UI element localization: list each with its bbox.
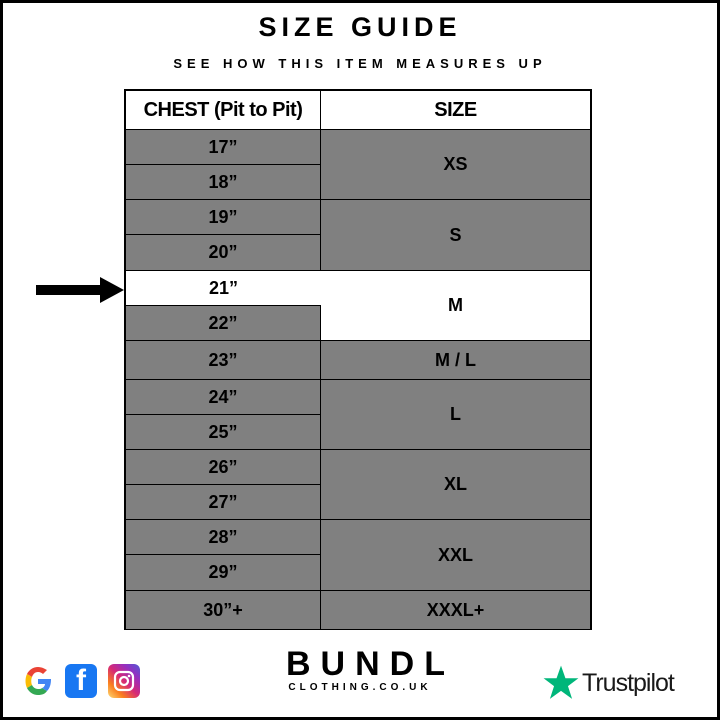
chest-cell: 19” xyxy=(126,200,321,235)
instagram-icon[interactable] xyxy=(108,664,140,698)
chest-cell: 18” xyxy=(126,165,321,200)
header-chest: CHEST (Pit to Pit) xyxy=(126,91,321,130)
brand-name: BUNDL xyxy=(286,645,455,683)
trustpilot-logo[interactable]: Trustpilot xyxy=(542,664,675,702)
size-cell: L xyxy=(321,380,590,450)
chest-cell: 24” xyxy=(126,380,321,415)
chest-cell: 26” xyxy=(126,450,321,485)
size-table: CHEST (Pit to Pit) SIZE 17” 18” 19” 20” 21” 2… xyxy=(124,89,592,630)
chest-cell: 28” xyxy=(126,520,321,555)
size-cell: S xyxy=(321,200,590,271)
chest-cell: 29” xyxy=(126,555,321,591)
chest-cell: 17” xyxy=(126,130,321,165)
chest-cell: 22” xyxy=(126,306,321,341)
page-title: SIZE GUIDE xyxy=(258,12,462,42)
star-icon xyxy=(543,665,579,699)
size-cell: XXXL+ xyxy=(321,591,590,630)
chest-cell: 30”+ xyxy=(126,591,321,630)
size-cell: XL xyxy=(321,450,590,520)
social-icons: f xyxy=(22,664,140,698)
chest-cell: 23” xyxy=(126,341,321,380)
size-cell: M / L xyxy=(321,341,590,380)
google-icon[interactable] xyxy=(22,664,54,698)
chest-cell: 21” xyxy=(126,271,321,306)
trustpilot-label: Trustpilot xyxy=(582,668,675,697)
brand-sub: CLOTHING.CO.UK xyxy=(288,682,432,693)
size-cell: XS xyxy=(321,130,590,200)
chest-cell: 20” xyxy=(126,235,321,271)
chest-cell: 25” xyxy=(126,415,321,450)
arrow-icon xyxy=(36,277,124,303)
header-size: SIZE xyxy=(321,91,590,130)
page-subtitle: SEE HOW THIS ITEM MEASURES UP xyxy=(173,56,547,71)
size-cell: XXL xyxy=(321,520,590,591)
size-cell: M xyxy=(321,271,590,341)
chest-cell: 27” xyxy=(126,485,321,520)
brand-logo: BUNDL CLOTHING.CO.UK xyxy=(278,645,455,693)
facebook-icon[interactable]: f xyxy=(65,664,97,698)
